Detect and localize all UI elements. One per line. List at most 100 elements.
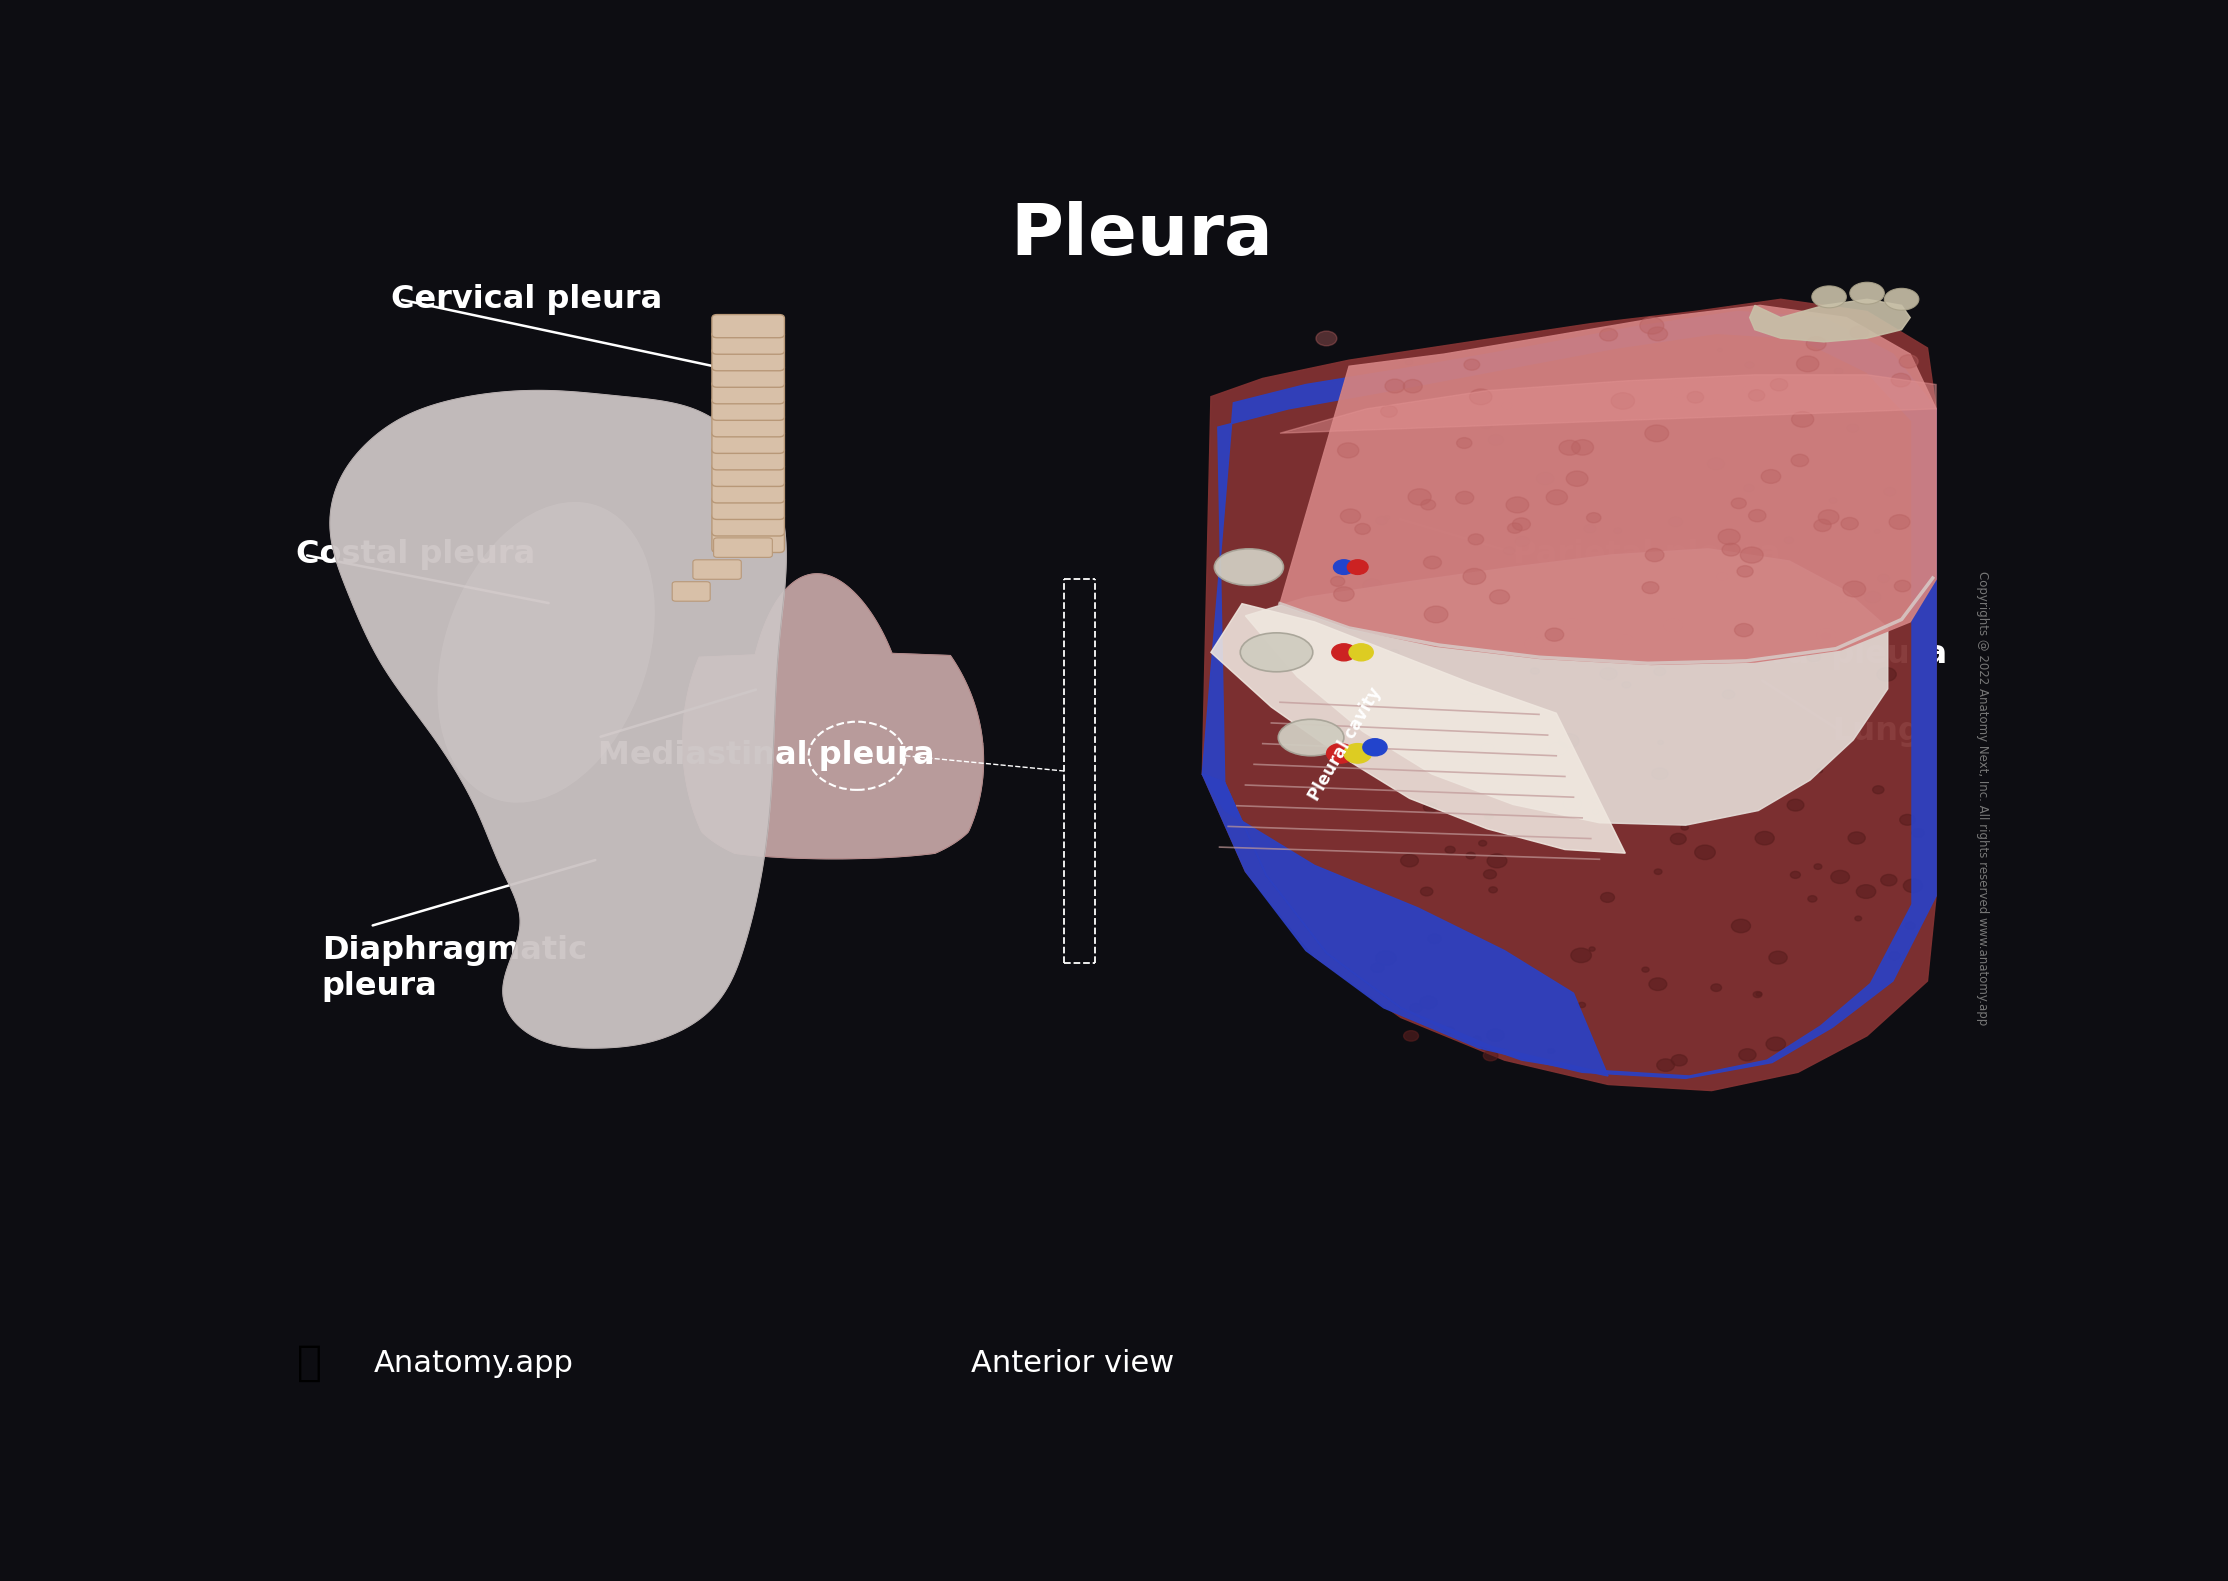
- FancyBboxPatch shape: [713, 364, 784, 387]
- Circle shape: [1535, 473, 1555, 485]
- Circle shape: [1446, 846, 1455, 854]
- Circle shape: [1406, 359, 1413, 365]
- Circle shape: [1658, 1059, 1675, 1072]
- Circle shape: [1742, 386, 1753, 394]
- Circle shape: [1860, 376, 1874, 386]
- Circle shape: [1591, 797, 1600, 803]
- Circle shape: [1600, 893, 1615, 903]
- Circle shape: [1470, 389, 1493, 405]
- Polygon shape: [1203, 311, 1936, 1078]
- Text: Pleural cavity: Pleural cavity: [1306, 683, 1386, 803]
- Circle shape: [1856, 915, 1863, 920]
- Circle shape: [1577, 1002, 1586, 1007]
- FancyBboxPatch shape: [693, 560, 742, 579]
- Circle shape: [1771, 378, 1787, 391]
- Circle shape: [1847, 832, 1865, 844]
- Polygon shape: [330, 391, 786, 1048]
- FancyBboxPatch shape: [713, 479, 784, 503]
- Circle shape: [1560, 734, 1580, 748]
- FancyBboxPatch shape: [713, 414, 784, 436]
- FancyBboxPatch shape: [713, 530, 784, 552]
- Circle shape: [1791, 454, 1809, 466]
- Circle shape: [1384, 515, 1390, 520]
- Circle shape: [1840, 517, 1858, 530]
- Circle shape: [1504, 547, 1515, 555]
- Circle shape: [1435, 419, 1444, 425]
- Circle shape: [1330, 577, 1346, 587]
- Circle shape: [1642, 582, 1660, 593]
- Circle shape: [1874, 786, 1885, 794]
- Circle shape: [1767, 1037, 1785, 1051]
- Circle shape: [1649, 979, 1667, 990]
- Circle shape: [1880, 874, 1896, 885]
- FancyBboxPatch shape: [713, 463, 784, 487]
- FancyBboxPatch shape: [713, 397, 784, 421]
- Circle shape: [1404, 379, 1421, 394]
- Circle shape: [1479, 419, 1493, 428]
- Circle shape: [1499, 789, 1506, 795]
- Polygon shape: [1279, 305, 1936, 664]
- Circle shape: [1756, 993, 1762, 996]
- Circle shape: [1375, 517, 1388, 525]
- Circle shape: [1486, 854, 1506, 868]
- Circle shape: [1912, 828, 1925, 838]
- Circle shape: [1584, 525, 1595, 533]
- Circle shape: [1562, 618, 1582, 631]
- Circle shape: [1649, 327, 1667, 341]
- Circle shape: [1479, 841, 1486, 846]
- Circle shape: [1787, 800, 1805, 811]
- Circle shape: [1756, 832, 1773, 844]
- Circle shape: [1791, 411, 1814, 427]
- Circle shape: [1613, 528, 1622, 534]
- Circle shape: [1464, 359, 1479, 370]
- Circle shape: [1482, 1045, 1488, 1050]
- Circle shape: [1671, 833, 1687, 844]
- Circle shape: [1611, 392, 1635, 409]
- Circle shape: [1838, 596, 1849, 604]
- Circle shape: [1658, 740, 1664, 745]
- Text: Mediastinal pleura: Mediastinal pleura: [597, 740, 934, 772]
- Circle shape: [1513, 710, 1522, 718]
- Circle shape: [1894, 580, 1912, 591]
- Text: Visceral pleura: Visceral pleura: [1678, 639, 1947, 670]
- Circle shape: [1421, 500, 1435, 511]
- Circle shape: [1814, 863, 1823, 870]
- Circle shape: [1381, 406, 1397, 417]
- Text: Copyrights @ 2022 Anatomy Next, Inc. All rights reserved www.anatomy.app: Copyrights @ 2022 Anatomy Next, Inc. All…: [1976, 571, 1990, 1026]
- FancyBboxPatch shape: [713, 512, 784, 536]
- Text: Anatomy.app: Anatomy.app: [374, 1349, 573, 1377]
- Circle shape: [1903, 879, 1923, 893]
- Circle shape: [1642, 968, 1649, 972]
- Polygon shape: [1203, 299, 1936, 1091]
- Circle shape: [1491, 590, 1511, 604]
- Circle shape: [1488, 887, 1497, 893]
- Circle shape: [1738, 566, 1753, 577]
- Circle shape: [1740, 547, 1762, 563]
- FancyBboxPatch shape: [713, 315, 784, 338]
- Circle shape: [1807, 337, 1827, 351]
- Circle shape: [1749, 509, 1767, 522]
- Circle shape: [1466, 852, 1475, 858]
- Polygon shape: [682, 574, 983, 858]
- Ellipse shape: [437, 501, 655, 803]
- Circle shape: [1796, 356, 1818, 372]
- Circle shape: [1834, 368, 1843, 375]
- Circle shape: [1731, 498, 1747, 509]
- Circle shape: [1401, 854, 1419, 866]
- Circle shape: [1560, 440, 1580, 455]
- Circle shape: [1731, 919, 1751, 933]
- Circle shape: [1669, 517, 1682, 526]
- Text: Parietal pleura: Parietal pleura: [1513, 539, 1780, 571]
- Circle shape: [1889, 952, 1900, 960]
- Circle shape: [1484, 1050, 1497, 1061]
- Circle shape: [1531, 667, 1540, 674]
- Circle shape: [1464, 569, 1486, 585]
- FancyBboxPatch shape: [713, 496, 784, 520]
- Circle shape: [1317, 330, 1337, 346]
- Circle shape: [1566, 471, 1589, 487]
- Circle shape: [1484, 870, 1497, 879]
- Circle shape: [1816, 768, 1823, 773]
- Circle shape: [1820, 632, 1831, 640]
- Circle shape: [1326, 743, 1355, 764]
- Text: Costal pleura: Costal pleura: [296, 539, 535, 571]
